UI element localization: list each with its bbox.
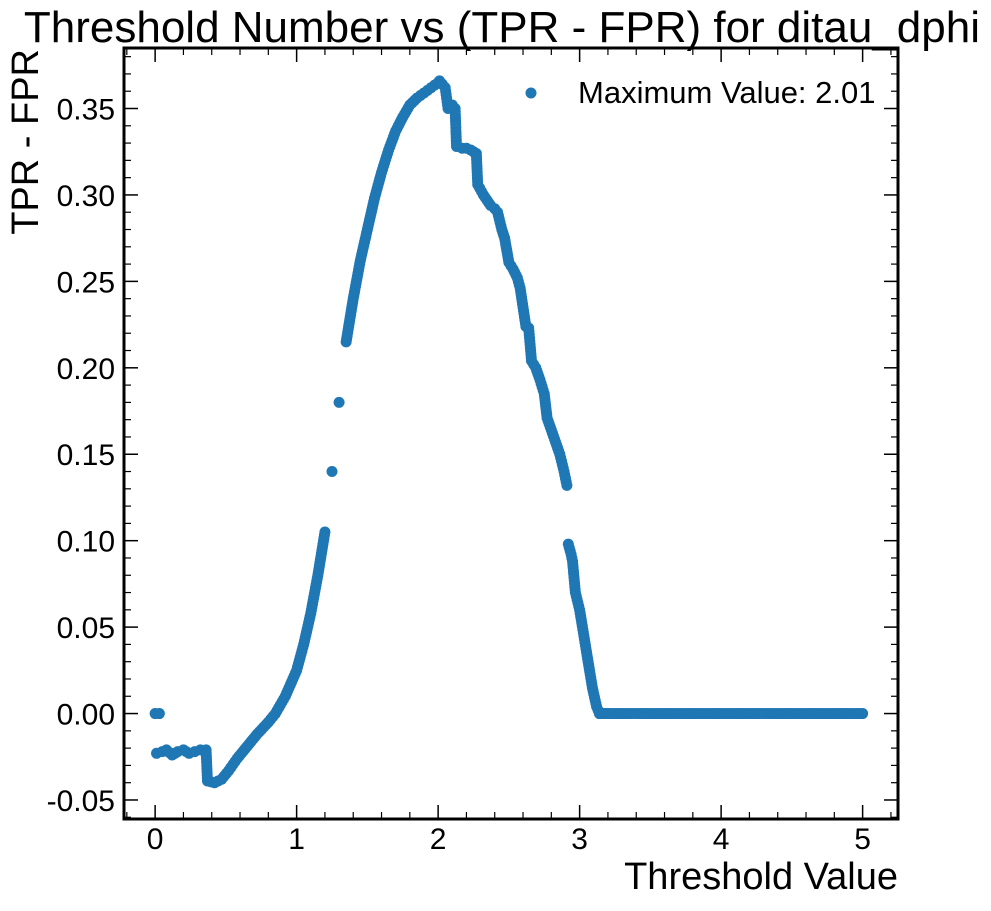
- plot-frame: [122, 46, 900, 821]
- data-point: [561, 479, 573, 491]
- x-tick-label: 4: [713, 823, 730, 856]
- data-point: [153, 708, 165, 720]
- x-tick-label: 5: [854, 823, 871, 856]
- legend-label: Maximum Value: 2.01: [578, 75, 876, 110]
- data-point: [333, 396, 345, 408]
- y-tick-label: 0.35: [57, 94, 115, 127]
- data-point: [857, 708, 869, 720]
- y-tick-label: -0.05: [47, 785, 115, 818]
- y-tick-label: 0.00: [57, 699, 115, 732]
- y-tick-label: 0.30: [57, 180, 115, 213]
- y-tick-label: 0.20: [57, 353, 115, 386]
- data-point: [326, 466, 338, 478]
- x-tick-label: 1: [288, 823, 305, 856]
- y-tick-label: 0.15: [57, 439, 115, 472]
- data-point: [319, 526, 331, 538]
- legend-marker: [525, 87, 537, 99]
- x-tick-label: 2: [430, 823, 447, 856]
- y-tick-label: 0.25: [57, 266, 115, 299]
- x-axis-label: Threshold Value: [624, 856, 898, 898]
- data-points: [149, 75, 869, 789]
- legend: Maximum Value: 2.01: [525, 75, 876, 110]
- y-tick-label: 0.05: [57, 612, 115, 645]
- y-tick-label: 0.10: [57, 526, 115, 559]
- axis-ticks: 0 1 2 3 4 5 -0.05 0.00 0.05 0.10 0.15 0.20 0.25 0.30 0…: [47, 48, 898, 856]
- x-tick-label: 0: [147, 823, 164, 856]
- y-axis-label: TPR - FPR: [5, 49, 47, 235]
- chart-title: Threshold Number vs (TPR - FPR) for dita…: [24, 3, 980, 52]
- x-tick-label: 3: [571, 823, 588, 856]
